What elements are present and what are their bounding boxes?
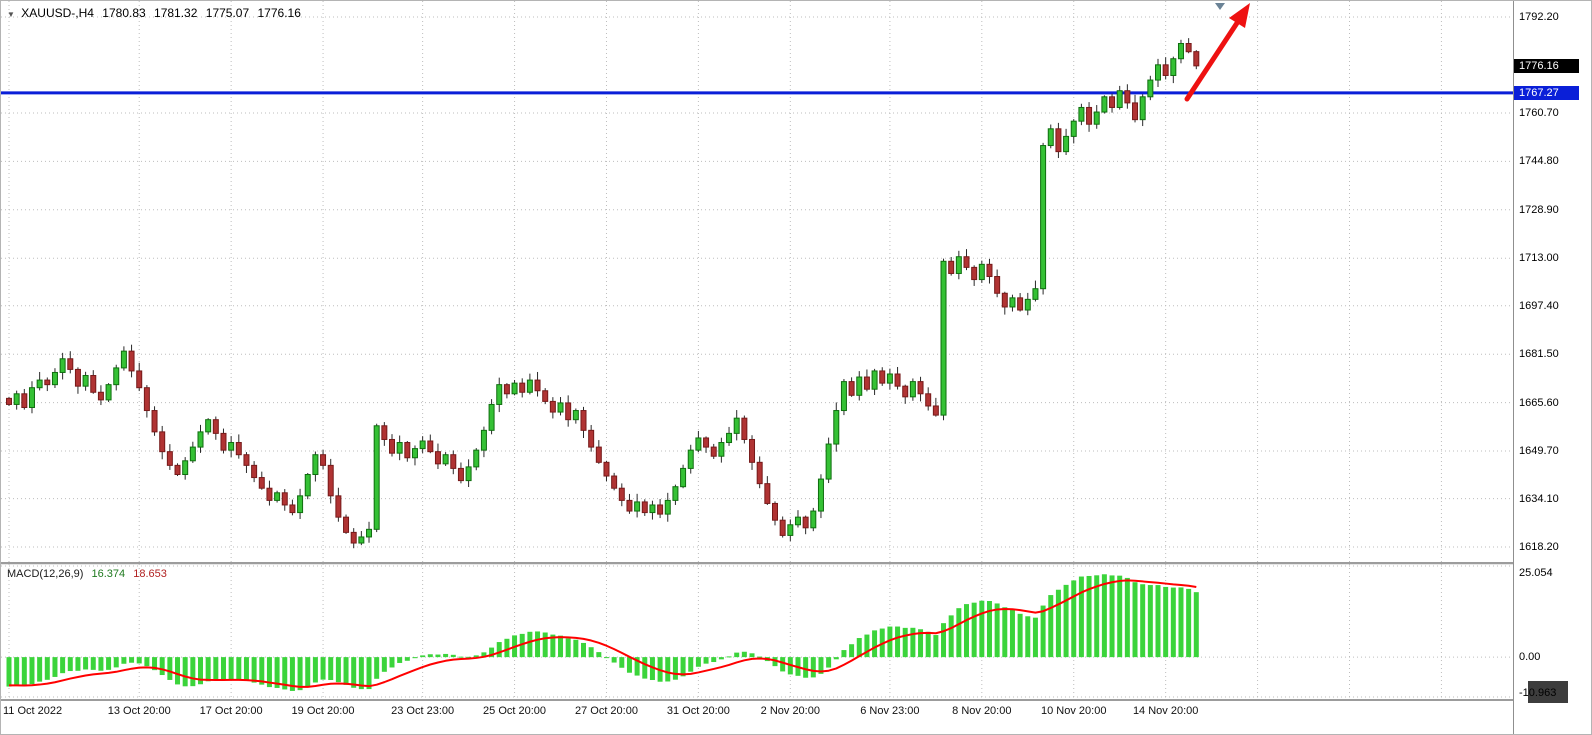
symbol-dropdown-icon[interactable]: ▼	[7, 10, 15, 19]
chart-shift-marker	[1215, 3, 1225, 10]
price-axis-label: 1618.20	[1519, 541, 1559, 553]
price-axis-label: 1792.20	[1519, 11, 1559, 23]
time-axis[interactable]: 11 Oct 2022 13 Oct 20:00 17 Oct 20:00 19 Oc…	[1, 701, 1513, 734]
macd-indicator-label: MACD(12,26,9) 16.374 18.653	[7, 568, 172, 580]
current-price-badge: 1776.16	[1514, 58, 1579, 73]
quote-open: 1780.83	[102, 6, 146, 20]
price-axis-label: 1681.50	[1519, 348, 1559, 361]
time-axis-label: 19 Oct 20:00	[291, 705, 355, 717]
macd-axis-label: 25.054	[1519, 567, 1553, 579]
price-axis-label: 1728.90	[1519, 203, 1559, 216]
macd-axis-label: 0.00	[1519, 651, 1541, 664]
time-axis-label: 25 Oct 20:00	[483, 705, 547, 717]
price-axis-label: 1744.80	[1519, 155, 1559, 168]
macd-signal-value: 18.653	[133, 568, 167, 580]
quote-high: 1781.32	[154, 6, 198, 20]
macd-main-value: 16.374	[91, 568, 126, 580]
time-axis-label: 14 Nov 20:00	[1132, 705, 1199, 717]
level-price-badge: 1767.27	[1514, 85, 1579, 100]
price-axis-label: 1634.10	[1519, 492, 1559, 505]
macd-axis-label: -10.963	[1519, 687, 1557, 699]
price-axis-label: 1713.00	[1519, 252, 1559, 265]
time-axis-label: 11 Oct 2022	[3, 705, 63, 717]
symbol-timeframe-label: XAUUSD-,H4	[21, 6, 94, 20]
time-axis-label: 17 Oct 20:00	[199, 705, 263, 717]
time-axis-label: 2 Nov 20:00	[760, 705, 820, 717]
price-axis-label: 1697.40	[1519, 299, 1559, 312]
time-axis-label: 31 Oct 20:00	[666, 705, 730, 717]
scrollbar-thumb[interactable]	[1528, 681, 1568, 703]
time-axis-label: 8 Nov 20:00	[952, 705, 1012, 717]
time-axis-label: 10 Nov 20:00	[1041, 705, 1107, 717]
time-axis-label: 13 Oct 20:00	[107, 705, 171, 717]
quote-close: 1776.16	[257, 6, 301, 20]
price-axis-label: 1760.70	[1519, 106, 1559, 119]
time-axis-label: 6 Nov 23:00	[860, 705, 920, 717]
quote-low: 1775.07	[205, 6, 250, 20]
price-chart-canvas[interactable]	[1, 1, 1513, 562]
chart-info-bar: ▼ XAUUSD-,H4 1780.83 1781.32 1775.07 177…	[7, 6, 306, 20]
macd-panel-canvas[interactable]	[1, 564, 1513, 699]
macd-name: MACD(12,26,9)	[7, 568, 84, 580]
time-axis-label: 27 Oct 20:00	[574, 705, 638, 717]
price-axis-label: 1649.70	[1519, 445, 1559, 458]
price-axis-label: 1665.60	[1519, 396, 1559, 409]
panel-separator[interactable]	[1, 562, 1591, 565]
price-axis[interactable]: 1776.16 1767.27 1792.20 1760.70 1744.80 172…	[1513, 1, 1591, 734]
time-axis-label: 23 Oct 23:00	[391, 705, 455, 717]
